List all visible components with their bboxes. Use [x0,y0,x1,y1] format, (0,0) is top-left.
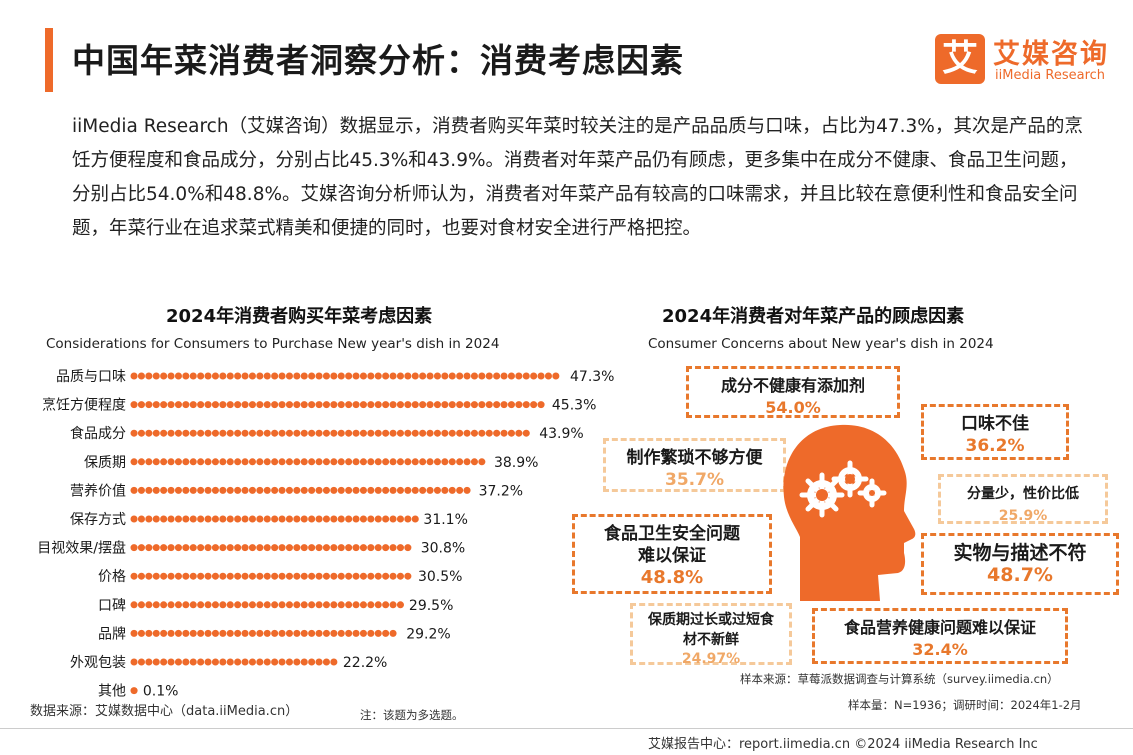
bar-category-label: 食品成分 [70,425,126,442]
bar-category-label: 价格 [98,569,126,585]
concern-box-taste: 口味不佳 36.2% [921,404,1069,460]
concern-label: 实物与描述不符 [953,542,1087,564]
bar-value-label: 47.3% [570,369,614,385]
bar-value-label: 29.5% [409,598,453,614]
concern-value: 48.7% [987,564,1053,586]
head-gears-icon [783,424,916,601]
concern-label: 食品营养健康问题难以保证 [843,618,1036,637]
bar-category-label: 外观包装 [70,655,126,671]
logo-mark-icon: 艾 [935,34,985,84]
bar-value-label: 0.1% [143,684,179,700]
title-accent-bar [45,28,53,92]
page-title: 中国年菜消费者洞察分析：消费考虑因素 [72,41,684,80]
bar-category-label: 口碑 [98,598,126,614]
bar-category-label: 其他 [98,684,126,700]
bar-category-label: 保质期 [84,455,126,471]
concern-value: 36.2% [965,436,1025,456]
concern-box-hygiene: 食品卫生安全问题难以保证 48.8% [572,514,772,594]
bar-category-label: 烹饪方便程度 [42,397,126,414]
data-source-note: 数据来源：艾媒数据中心（data.iiMedia.cn） [30,704,299,719]
brand-logo: 艾 艾媒咨询 iiMedia Research [935,30,1115,90]
concern-box-mismatch: 实物与描述不符 48.7% [921,533,1119,595]
bar-category-label: 品牌 [98,625,126,642]
footer-text: 艾媒报告中心：report.iimedia.cn ©2024 iiMedia R… [648,737,1038,752]
concern-label: 保质期过长或过短食材不新鲜 [648,612,774,648]
bar-value-label: 30.8% [421,541,465,557]
bar-category-label: 保存方式 [70,512,126,528]
bar-chart: 品质与口味 47.3% 烹饪方便程度 45.3% 食品成分 43.9% 保质期 38.9% 营养… [37,369,614,700]
concern-chart-subtitle: Consumer Concerns about New year's dish … [648,336,994,352]
bar-value-label: 45.3% [552,398,596,414]
bar-value-label: 22.2% [343,655,387,671]
bar-value-label: 43.9% [539,426,583,442]
bar-value-label: 29.2% [406,626,450,642]
concern-value: 25.9% [998,508,1048,524]
bar-category-label: 营养价值 [70,483,126,499]
concern-label: 分量少，性价比低 [967,486,1079,502]
sample-size-note: 样本量：N=1936；调研时间：2024年1-2月 [848,698,1082,712]
concern-chart-title: 2024年消费者对年菜产品的顾虑因素 [662,306,965,327]
concern-value: 48.8% [640,567,704,588]
concern-label: 口味不佳 [961,414,1029,434]
bar-value-label: 30.5% [418,569,462,585]
concern-value: 54.0% [765,398,821,417]
concern-label: 食品卫生安全问题难以保证 [604,524,740,566]
logo-name-en: iiMedia Research [995,68,1106,83]
concern-label: 制作繁琐不够方便 [626,448,763,468]
bar-chart-subtitle: Considerations for Consumers to Purchase… [46,336,500,352]
bar-category-label: 目视效果/摆盘 [37,540,126,557]
concern-box-portion: 分量少，性价比低 25.9% [938,474,1108,524]
bar-value-label: 31.1% [423,512,467,528]
footer-divider [0,728,1133,729]
concern-box-convenience: 制作繁琐不够方便 35.7% [603,438,786,492]
sample-source-note: 样本来源：草莓派数据调查与计算系统（survey.iimedia.cn） [740,672,1059,686]
concern-label: 成分不健康有添加剂 [720,376,865,395]
concern-value: 35.7% [665,470,724,490]
bar-category-label: 品质与口味 [56,369,126,385]
concern-value: 24.97% [681,651,741,667]
bar-value-label: 37.2% [479,483,523,499]
bar-value-label: 38.9% [494,455,538,471]
logo-name-cn: 艾媒咨询 [993,39,1109,70]
concern-box-nutrition: 食品营养健康问题难以保证 32.4% [812,608,1068,664]
concern-value: 32.4% [912,640,968,659]
concern-box-freshness: 保质期过长或过短食材不新鲜 24.97% [630,603,792,667]
multi-choice-note: 注：该题为多选题。 [360,708,464,722]
concern-box-ingredients: 成分不健康有添加剂 54.0% [686,366,900,418]
intro-paragraph: iiMedia Research（艾媒咨询）数据显示，消费者购买年菜时较关注的是… [72,116,1083,239]
bar-chart-title: 2024年消费者购买年菜考虑因素 [166,306,433,327]
